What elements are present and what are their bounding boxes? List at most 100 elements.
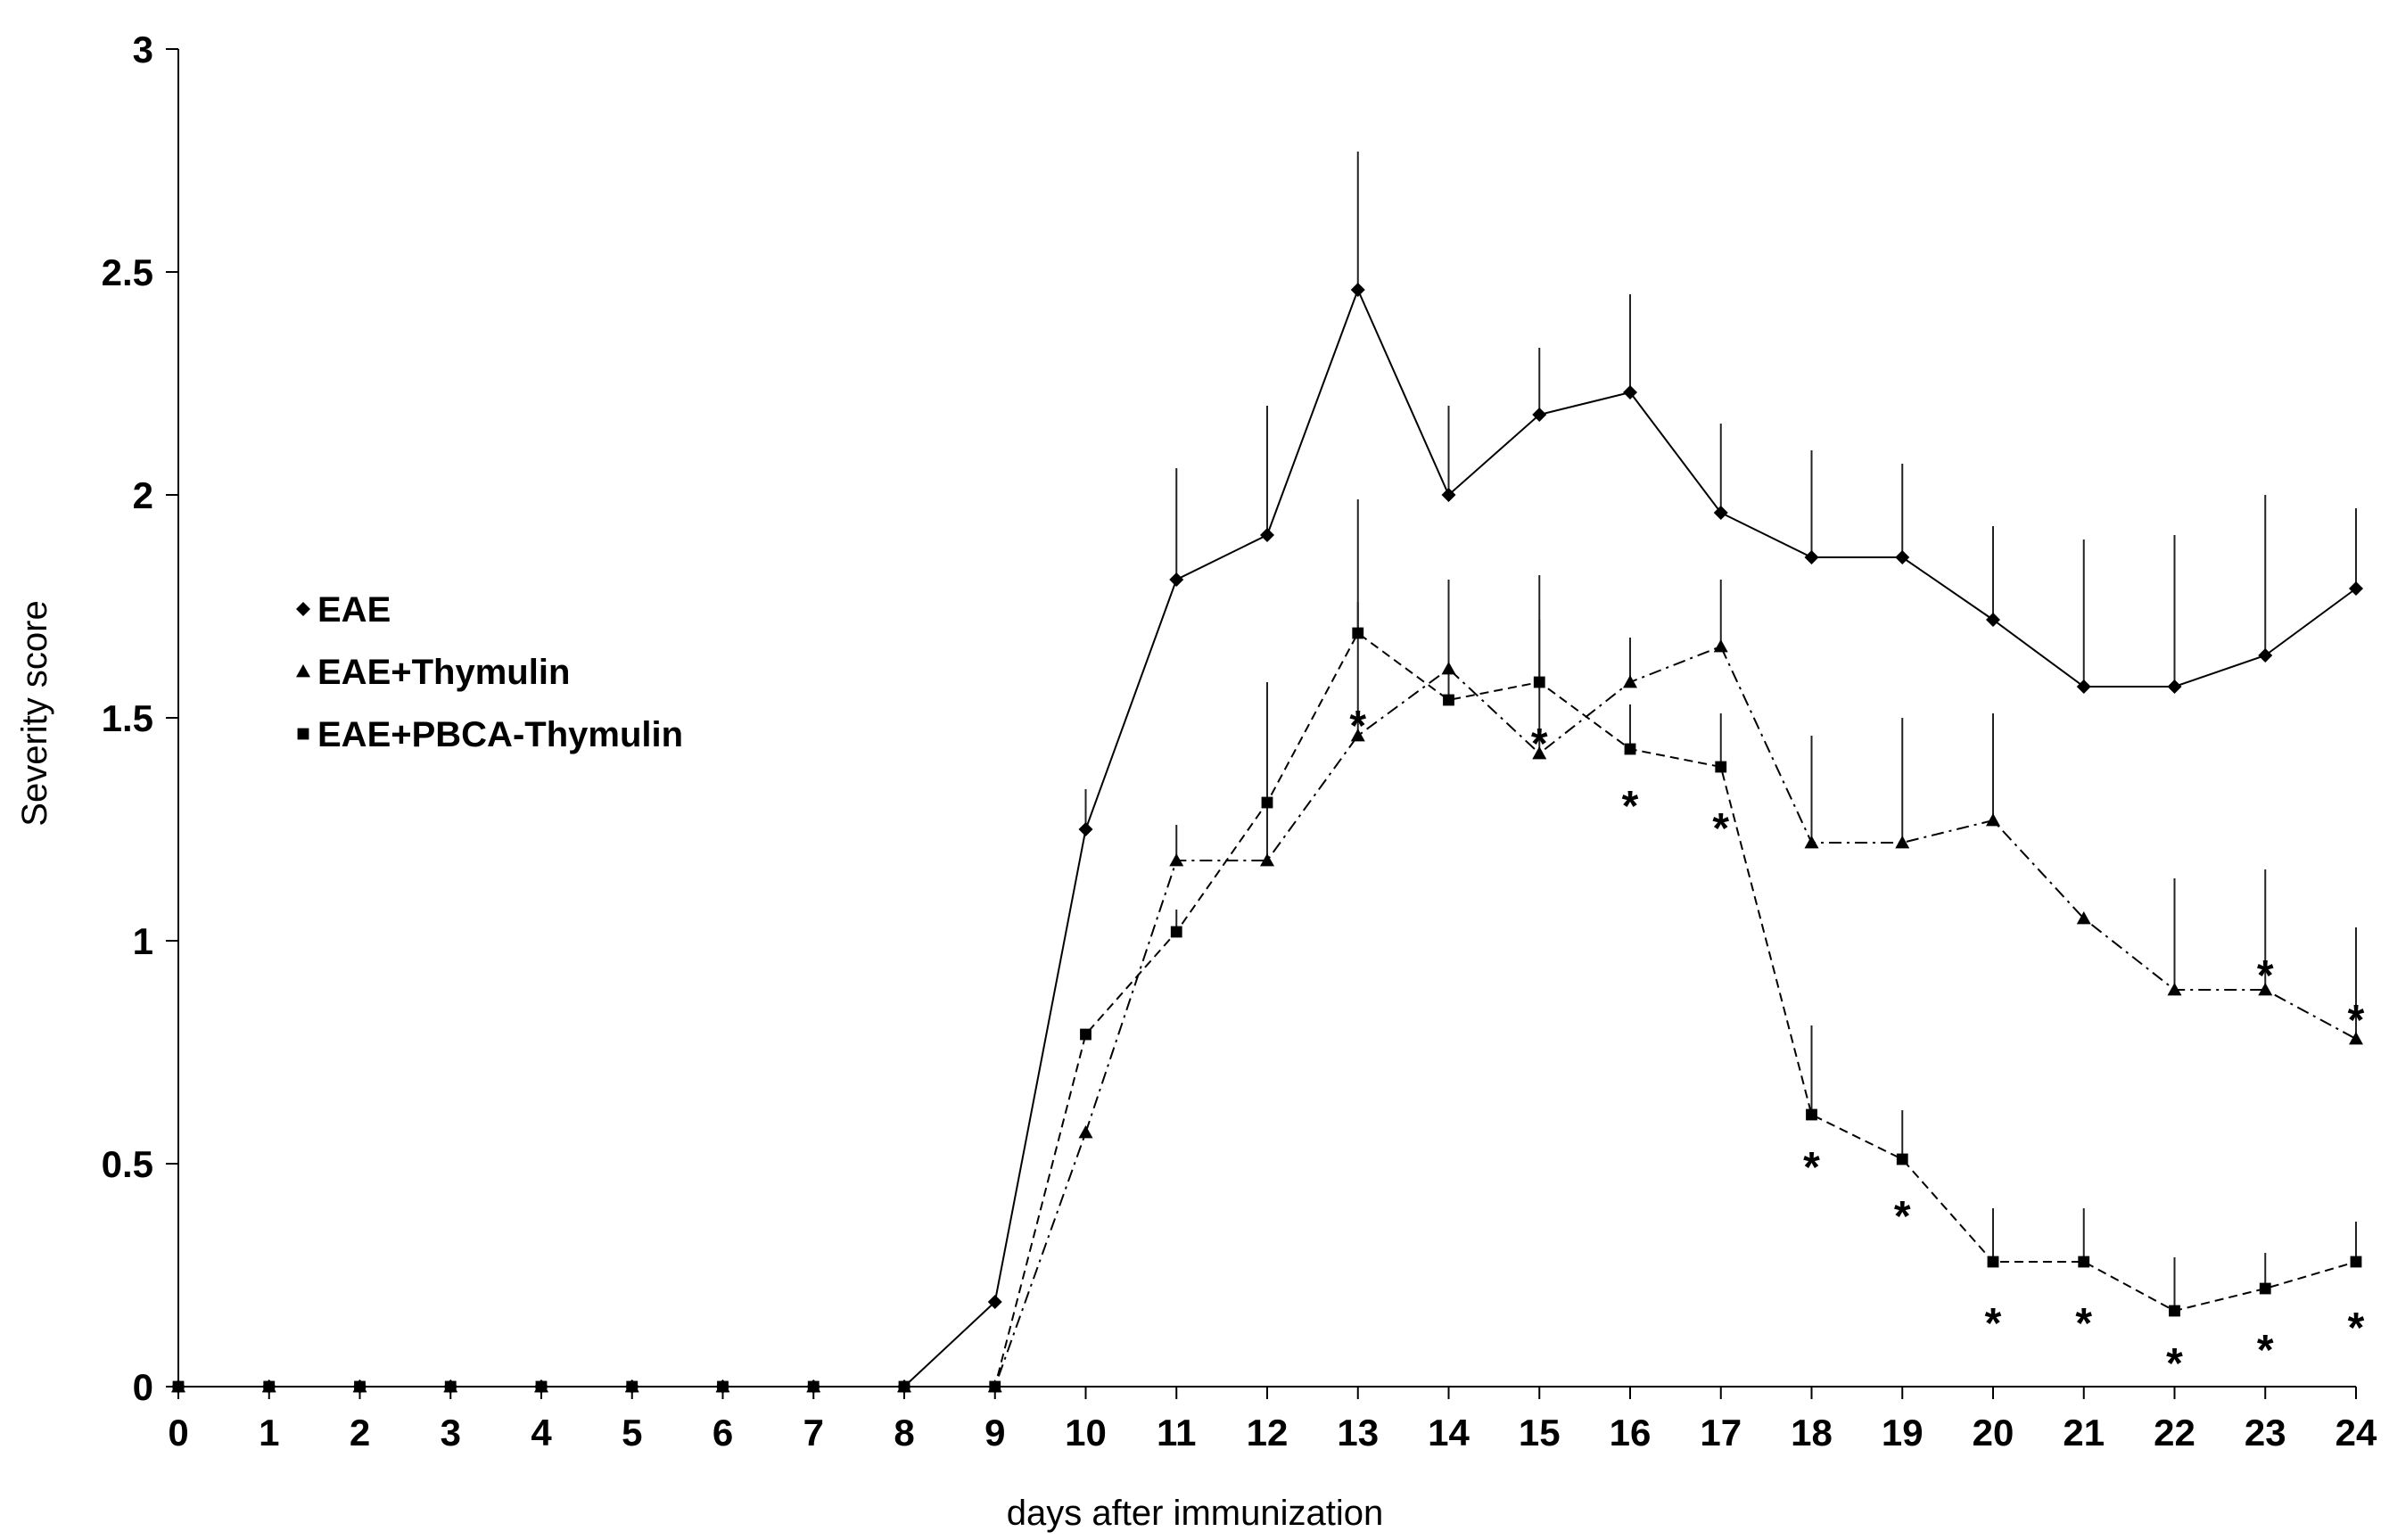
data-point-square: [1624, 743, 1636, 755]
legend-label: EAE: [317, 590, 391, 630]
data-point-square: [807, 1380, 820, 1393]
legend-label: EAE+Thymulin: [317, 653, 570, 692]
significance-star: *: [1349, 703, 1366, 750]
x-tick-label: 9: [984, 1412, 1005, 1454]
data-point-diamond: [1986, 613, 2000, 627]
significance-star: *: [2257, 1327, 2274, 1374]
data-point-triangle: [296, 664, 310, 678]
y-tick-label: 1.5: [102, 697, 153, 739]
data-point-square: [2259, 1282, 2271, 1295]
data-point-diamond: [2258, 648, 2273, 663]
data-point-square: [172, 1380, 185, 1393]
significance-star: *: [2348, 1305, 2365, 1352]
data-point-diamond: [1895, 550, 1910, 564]
x-tick-label: 2: [350, 1412, 370, 1454]
data-point-diamond: [2167, 679, 2182, 694]
x-tick-label: 19: [1882, 1412, 1924, 1454]
x-tick-label: 12: [1247, 1412, 1289, 1454]
y-tick-label: 0.5: [102, 1143, 153, 1185]
data-point-triangle: [1169, 853, 1184, 867]
data-point-square: [1170, 926, 1182, 938]
x-tick-label: 16: [1610, 1412, 1652, 1454]
data-point-square: [444, 1380, 457, 1393]
y-tick-label: 2.5: [102, 251, 153, 293]
data-point-square: [1352, 627, 1364, 639]
legend: EAE EAE+Thymulin EAE+PBCA-Thymulin: [296, 590, 683, 754]
significance-star: *: [2348, 997, 2365, 1044]
data-point-triangle: [2258, 983, 2273, 996]
x-tick-label: 8: [894, 1412, 914, 1454]
significance-star: *: [1803, 1144, 1820, 1191]
data-point-square: [1715, 761, 1727, 773]
significance-star: *: [2075, 1300, 2092, 1347]
x-tick-label: 15: [1519, 1412, 1561, 1454]
legend-label: EAE+PBCA-Thymulin: [317, 715, 683, 754]
data-point-triangle: [1713, 639, 1728, 653]
data-point-square: [2169, 1305, 2180, 1317]
x-tick-label: 17: [1700, 1412, 1742, 1454]
x-tick-label: 4: [531, 1412, 552, 1454]
y-tick-label: 2: [133, 474, 153, 516]
data-point-triangle: [1441, 662, 1456, 675]
data-point-square: [1080, 1028, 1092, 1041]
error-bars: [1084, 152, 2357, 1311]
data-point-square: [263, 1380, 276, 1393]
significance-star: *: [2166, 1340, 2183, 1388]
x-tick-label: 0: [168, 1412, 188, 1454]
data-point-square: [1806, 1108, 1817, 1121]
data-point-square: [535, 1380, 548, 1393]
data-point-diamond: [1169, 572, 1184, 587]
x-tick-label: 13: [1337, 1412, 1379, 1454]
data-point-diamond: [1532, 408, 1547, 422]
data-point-diamond: [987, 1295, 1002, 1309]
x-tick-label: 23: [2245, 1412, 2286, 1454]
x-tick-label: 7: [803, 1412, 824, 1454]
data-point-triangle: [2167, 983, 2182, 996]
significance-star: *: [1531, 721, 1548, 768]
data-point-triangle: [1986, 813, 2000, 827]
data-point-diamond: [1078, 822, 1093, 836]
data-point-diamond: [2349, 581, 2363, 596]
y-tick-label: 3: [133, 29, 153, 70]
x-tick-label: 24: [2335, 1412, 2377, 1454]
data-point-triangle: [2076, 911, 2091, 925]
x-axis-title: days after immunization: [1007, 1494, 1383, 1533]
axes: 00.511.522.530 1 2 3 4 5 6 7 8 9 10 11 12 13 14 15 16 17 1…: [102, 29, 2377, 1454]
x-tick-label: 14: [1428, 1412, 1470, 1454]
data-point-square: [1987, 1256, 1999, 1268]
data-point-triangle: [1804, 836, 1819, 849]
series-markers: [171, 283, 2363, 1394]
data-point-diamond: [1350, 283, 1365, 297]
significance-star: *: [1985, 1300, 2002, 1347]
data-point-square: [989, 1380, 1001, 1393]
x-tick-label: 3: [441, 1412, 461, 1454]
data-point-triangle: [1623, 675, 1637, 688]
significance-annotations: * * * * * * * * * * * * *: [1349, 703, 2364, 1388]
data-point-square: [717, 1380, 729, 1393]
data-point-square: [1533, 676, 1545, 688]
x-tick-label: 21: [2063, 1412, 2105, 1454]
data-point-triangle: [1260, 853, 1274, 867]
x-tick-label: 20: [1973, 1412, 2014, 1454]
significance-star: *: [1894, 1193, 1911, 1240]
data-point-square: [297, 728, 309, 740]
data-point-diamond: [1260, 528, 1274, 542]
y-tick-label: 1: [133, 920, 153, 962]
data-point-diamond: [1713, 506, 1728, 520]
significance-star: *: [2257, 952, 2274, 1000]
data-point-square: [354, 1380, 366, 1393]
significance-star: *: [1712, 805, 1729, 852]
data-point-diamond: [1804, 550, 1819, 564]
x-tick-label: 22: [2154, 1412, 2195, 1454]
data-point-square: [2078, 1256, 2090, 1268]
x-tick-label: 1: [259, 1412, 279, 1454]
x-tick-label: 6: [713, 1412, 733, 1454]
significance-star: *: [1622, 783, 1639, 830]
data-point-square: [1896, 1153, 1908, 1165]
data-point-diamond: [296, 602, 310, 616]
data-point-triangle: [1532, 746, 1547, 760]
y-axis-title: Severity score: [15, 600, 54, 826]
data-point-diamond: [1441, 488, 1456, 502]
